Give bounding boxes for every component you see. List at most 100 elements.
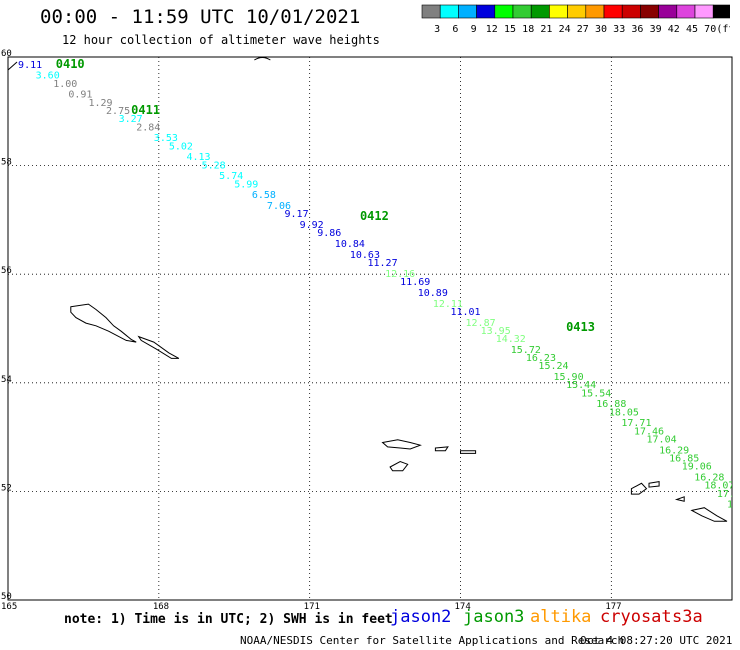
island-outline: [674, 496, 685, 502]
island-outline: [648, 481, 660, 488]
lat-tick-label: 56: [1, 266, 12, 276]
track-pass-label: 0412: [360, 209, 389, 223]
legend-swatch: [712, 4, 730, 19]
wave-height-label: 12.87: [466, 318, 496, 329]
satellite-legend-altika: altika: [530, 607, 592, 627]
wave-height-label: 14.32: [496, 334, 526, 345]
page-title: 00:00 - 11:59 UTC 10/01/2021: [40, 6, 361, 28]
legend-tick-label: 39: [650, 24, 662, 35]
wave-height-label: 12.11: [433, 299, 463, 310]
wave-height-label: 3.27: [119, 114, 143, 125]
wave-height-label: 18.30: [727, 500, 740, 511]
wave-height-label: 17.04: [647, 435, 677, 446]
wave-height-label: 5.02: [169, 141, 193, 152]
legend-tick-label: 9: [471, 24, 477, 35]
wave-height-label: 9.92: [300, 220, 324, 231]
lat-tick-label: 54: [1, 375, 12, 385]
wave-height-label: 11.01: [450, 307, 480, 318]
legend-tick-label: 33: [613, 24, 625, 35]
wave-height-label: 3.60: [36, 71, 60, 82]
legend-tick-label: 6: [452, 24, 458, 35]
legend-tick-label: 24: [559, 24, 571, 35]
legend-tick-label: 27: [577, 24, 589, 35]
lat-tick-label: 50: [1, 592, 12, 602]
lon-tick-label: 171: [304, 602, 320, 612]
footer-note: note: 1) Time is in UTC; 2) SWH is in fe…: [64, 612, 393, 627]
legend-tick-label: 21: [540, 24, 552, 35]
satellite-legend-s3a: s3a: [672, 607, 703, 627]
wave-height-label: 12.16: [385, 269, 415, 280]
island-outline: [690, 507, 728, 522]
legend-tick-label: 12: [486, 24, 498, 35]
wave-height-label: 6.58: [252, 190, 276, 201]
satellite-legend-jason3: jason3: [463, 607, 525, 627]
coastline-fragment: [254, 57, 271, 61]
wave-height-label: 1.00: [53, 79, 77, 90]
wave-height-label: 9.11: [18, 60, 42, 71]
wave-height-label: 15.24: [538, 361, 568, 372]
page-subtitle: 12 hour collection of altimeter wave hei…: [62, 33, 380, 47]
lat-tick-label: 52: [1, 483, 12, 493]
wave-height-label: 2.84: [136, 122, 160, 133]
wave-height-label: 9.86: [317, 228, 341, 239]
wave-height-label: 10.84: [335, 239, 365, 250]
lon-tick-label: 174: [455, 602, 471, 612]
island-outline: [389, 460, 409, 472]
track-start-mark: [7, 61, 18, 71]
lon-tick-label: 165: [1, 602, 17, 612]
island-outline: [70, 303, 137, 343]
wave-height-label: 17.46: [634, 426, 664, 437]
wave-height-label: 11.27: [367, 258, 397, 269]
map-frame: [7, 56, 733, 601]
wave-height-label: 11.69: [400, 277, 430, 288]
lon-tick-label: 168: [153, 602, 169, 612]
wave-height-label: 19.06: [682, 462, 712, 473]
legend-tick-label: (ft): [716, 24, 730, 35]
wave-height-label: 7.06: [267, 201, 291, 212]
wave-height-label: 4.13: [186, 152, 210, 163]
wave-height-label: 3.53: [154, 133, 178, 144]
island-outline: [434, 446, 449, 452]
wave-height-label: 16.88: [596, 399, 626, 410]
lat-tick-label: 58: [1, 158, 12, 168]
wave-height-label: 0.91: [68, 90, 92, 101]
wave-height-label: 10.63: [350, 250, 380, 261]
island-outline: [630, 482, 648, 495]
lat-tick-label: 60: [1, 49, 12, 59]
legend-tick-label: 36: [631, 24, 643, 35]
wave-height-label: 16.29: [659, 445, 689, 456]
coastline-group: [70, 303, 728, 522]
wave-height-label: 16.28: [694, 473, 724, 484]
legend-tick-label: 42: [668, 24, 680, 35]
credit-line: NOAA/NESDIS Center for Satellite Applica…: [240, 634, 625, 647]
wave-height-label: 15.44: [566, 380, 596, 391]
wave-height-label: 9.17: [285, 209, 309, 220]
island-outline: [381, 439, 422, 450]
wave-height-label: 5.99: [234, 179, 258, 190]
legend-tick-label: 70: [704, 24, 716, 35]
wave-height-label: 17.71: [621, 418, 651, 429]
wave-height-label: 16.85: [669, 454, 699, 465]
wave-height-label: 16.23: [526, 353, 556, 364]
observation-group: 9.113.601.000.911.292.753.272.843.535.02…: [18, 60, 740, 511]
legend-tick-label: 18: [522, 24, 534, 35]
wave-height-label: 10.89: [418, 288, 448, 299]
satellite-legend-jason2: jason2: [390, 607, 452, 627]
wave-height-label: 5.74: [219, 171, 243, 182]
wave-height-label: 18.05: [609, 407, 639, 418]
lon-tick-label: 177: [605, 602, 621, 612]
track-pass-label: 0410: [56, 57, 85, 71]
wave-height-label: 17.97: [717, 489, 740, 500]
island-outline: [137, 335, 180, 359]
track-pass-label: 0413: [566, 320, 595, 334]
wave-height-label: 1.29: [88, 98, 112, 109]
wave-height-label: 15.54: [581, 388, 611, 399]
legend-tick-label: 30: [595, 24, 607, 35]
track-pass-label: 0411: [131, 103, 160, 117]
wave-height-label: 15.72: [511, 345, 541, 356]
legend-tick-label: 3: [434, 24, 440, 35]
island-outline: [460, 450, 477, 454]
satellite-legend-cryosat: cryosat: [600, 607, 672, 627]
